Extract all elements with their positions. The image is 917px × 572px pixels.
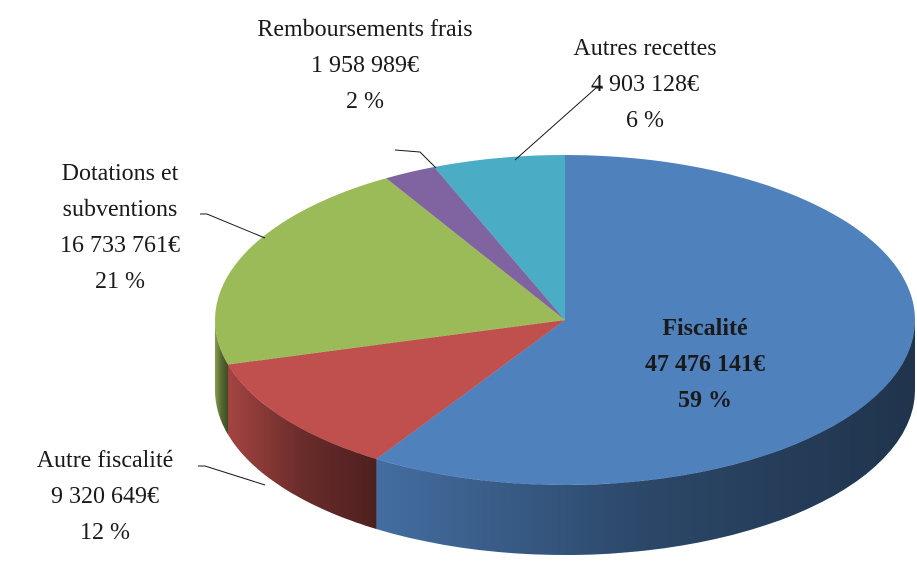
value-label: 47 476 141€ xyxy=(645,351,765,377)
slice-name: Autres recettes xyxy=(573,35,717,61)
percent-label: 12 % xyxy=(80,519,130,545)
slice xyxy=(215,178,565,365)
leader-line xyxy=(514,87,603,161)
value-label: 4 903 128€ xyxy=(591,71,699,97)
percent-label: 2 % xyxy=(346,88,384,114)
data-label: Remboursements frais 1 958 989€ 2 % xyxy=(245,11,485,119)
percent-label: 59 % xyxy=(678,387,732,413)
slice-side-shade xyxy=(376,320,915,555)
slice xyxy=(376,155,915,485)
slice-side-shade xyxy=(215,320,228,435)
slice xyxy=(228,320,565,459)
percent-label: 6 % xyxy=(626,107,664,133)
slice-name: Remboursements frais xyxy=(257,16,473,42)
slice-name: Fiscalité xyxy=(662,315,748,341)
value-label: 1 958 989€ xyxy=(311,52,419,78)
leader-line xyxy=(198,465,266,486)
slice-side-shade xyxy=(228,364,377,529)
slice xyxy=(434,155,565,320)
data-label: Autres recettes 4 903 128€ 6 % xyxy=(545,30,745,138)
value-label: 9 320 649€ xyxy=(51,483,159,509)
percent-label: 21 % xyxy=(95,268,145,294)
leader-line xyxy=(200,213,266,239)
data-label: Dotations et subventions 16 733 761€ 21 … xyxy=(35,155,205,299)
data-label: Autre fiscalité 9 320 649€ 12 % xyxy=(5,442,205,550)
slice xyxy=(386,167,565,320)
slice-name: Dotations et subventions xyxy=(61,160,179,222)
data-label: Fiscalité 47 476 141€ 59 % xyxy=(605,310,805,418)
slice-name: Autre fiscalité xyxy=(36,447,174,473)
value-label: 16 733 761€ xyxy=(60,232,180,258)
leader-line xyxy=(394,149,437,169)
